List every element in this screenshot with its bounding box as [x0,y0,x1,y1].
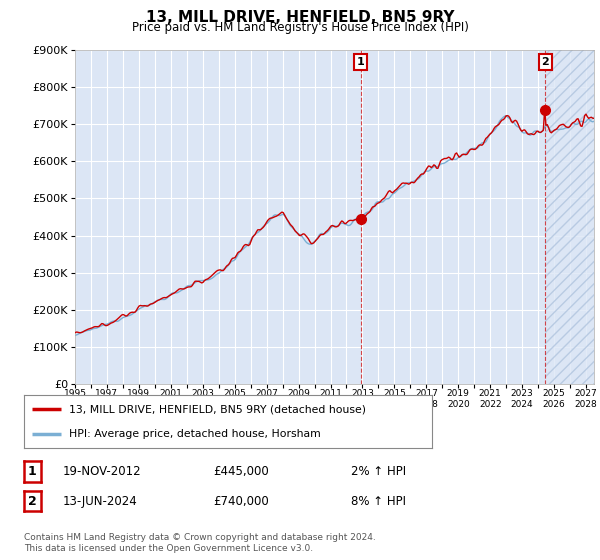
Text: 13, MILL DRIVE, HENFIELD, BN5 9RY (detached house): 13, MILL DRIVE, HENFIELD, BN5 9RY (detac… [69,404,366,414]
Text: 2: 2 [28,494,37,508]
Bar [545,50,594,384]
Text: 19-NOV-2012: 19-NOV-2012 [63,465,142,478]
Text: 13-JUN-2024: 13-JUN-2024 [63,494,138,508]
Text: 1: 1 [28,465,37,478]
Text: 1: 1 [357,57,365,67]
Text: 13, MILL DRIVE, HENFIELD, BN5 9RY: 13, MILL DRIVE, HENFIELD, BN5 9RY [146,10,454,25]
Text: 2: 2 [541,57,549,67]
Text: £445,000: £445,000 [213,465,269,478]
Text: Price paid vs. HM Land Registry's House Price Index (HPI): Price paid vs. HM Land Registry's House … [131,21,469,34]
Text: HPI: Average price, detached house, Horsham: HPI: Average price, detached house, Hors… [69,428,320,438]
Text: 2% ↑ HPI: 2% ↑ HPI [351,465,406,478]
Text: 8% ↑ HPI: 8% ↑ HPI [351,494,406,508]
Text: Contains HM Land Registry data © Crown copyright and database right 2024.
This d: Contains HM Land Registry data © Crown c… [24,533,376,553]
Text: £740,000: £740,000 [213,494,269,508]
